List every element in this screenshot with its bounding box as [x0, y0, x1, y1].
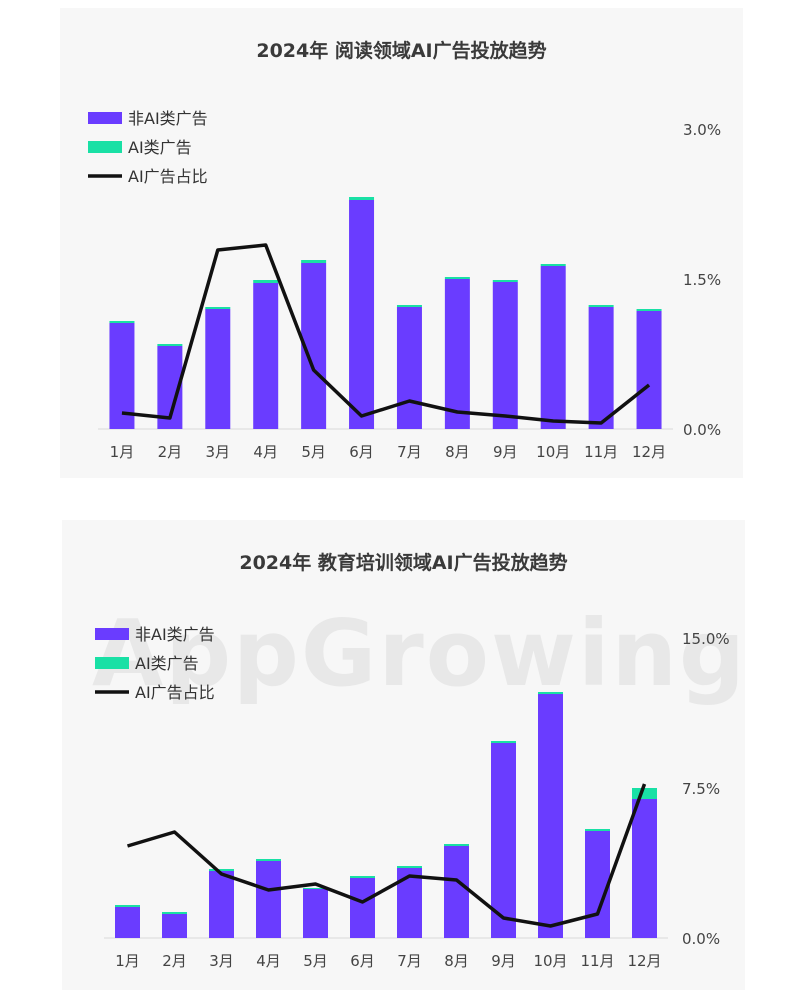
x-tick-label: 4月	[253, 443, 278, 461]
legend-swatch	[88, 112, 122, 124]
chart-panel-education: AppGrowing 2024年 教育培训领域AI广告投放趋势 0.0% 7.5%…	[62, 520, 745, 990]
bar-ai	[444, 844, 469, 846]
bar-non-ai	[444, 846, 469, 938]
legend-swatch	[95, 628, 129, 640]
x-tick-label: 12月	[627, 952, 661, 970]
bar-ai	[538, 692, 563, 694]
x-tick-label: 8月	[444, 952, 469, 970]
bar-non-ai	[491, 743, 516, 938]
bar-ai	[256, 859, 281, 861]
legend-label: AI广告占比	[135, 683, 215, 702]
x-tick-label: 7月	[397, 443, 422, 461]
bar-ai	[396, 305, 422, 307]
bar-ai	[162, 912, 187, 914]
y2-tick-label: 15.0%	[682, 630, 730, 648]
bar-ai	[253, 280, 279, 283]
bar-non-ai	[588, 307, 614, 429]
x-tick-label: 12月	[632, 443, 666, 461]
bar-ai	[491, 741, 516, 743]
bar-non-ai	[256, 861, 281, 938]
bar-non-ai	[540, 266, 566, 429]
bar-non-ai	[396, 307, 422, 429]
bar-ai	[540, 264, 566, 266]
bar-ai	[585, 829, 610, 831]
bar-ai	[636, 309, 662, 311]
bar-ai	[444, 277, 470, 279]
x-tick-label: 7月	[397, 952, 422, 970]
bar-ai	[349, 197, 375, 200]
x-tick-label: 8月	[445, 443, 470, 461]
x-tick-label: 5月	[301, 443, 326, 461]
series-line-ai-share	[121, 243, 651, 425]
bar-ai	[588, 305, 614, 307]
bar-non-ai	[350, 878, 375, 938]
bar-ai	[157, 344, 183, 346]
reading-chart: 0.0% 1.5% 3.0% 1月 2月 3月 4月 5月 6月 7月 8月 9月 10月 11月 12月 非…	[88, 109, 721, 461]
bar-non-ai	[253, 283, 279, 429]
bar-ai	[115, 905, 140, 907]
bar-non-ai	[349, 200, 375, 429]
x-tick-label: 4月	[256, 952, 281, 970]
chart-title: 2024年 教育培训领域AI广告投放趋势	[239, 552, 568, 574]
x-tick-label: 10月	[533, 952, 567, 970]
bar-ai	[109, 321, 135, 323]
bar-non-ai	[585, 831, 610, 938]
chart-title: 2024年 阅读领域AI广告投放趋势	[256, 40, 547, 62]
legend-label: 非AI类广告	[135, 625, 215, 644]
legend-swatch	[88, 141, 122, 153]
y2-tick-label: 0.0%	[682, 930, 720, 948]
legend-label: AI类广告	[128, 138, 192, 157]
x-tick-label: 11月	[584, 443, 618, 461]
bar-ai	[209, 869, 234, 871]
x-tick-label: 6月	[350, 952, 375, 970]
bar-ai	[205, 307, 231, 309]
bar-ai	[303, 888, 328, 889]
bar-non-ai	[492, 282, 518, 429]
legend-label: 非AI类广告	[128, 109, 208, 128]
education-chart: 0.0% 7.5% 15.0% 1月 2月 3月 4月 5月 6月 7月 8月 9月 10月 11月 12月…	[95, 625, 730, 970]
series-line-ai-share	[127, 783, 647, 928]
y2-tick-label: 7.5%	[682, 780, 720, 798]
bar-non-ai	[209, 871, 234, 938]
bar-non-ai	[636, 311, 662, 429]
watermark: AppGrowing	[92, 600, 747, 707]
bar-ai	[301, 260, 327, 263]
x-tick-label: 9月	[491, 952, 516, 970]
legend-label: AI广告占比	[128, 167, 208, 186]
bar-non-ai	[444, 279, 470, 429]
x-tick-label: 2月	[158, 443, 183, 461]
bar-ai	[632, 788, 657, 799]
legend-swatch	[95, 657, 129, 669]
x-tick-label: 5月	[303, 952, 328, 970]
x-tick-label: 6月	[349, 443, 374, 461]
chart-panel-reading: 2024年 阅读领域AI广告投放趋势 0.0% 1.5% 3.0% 1月 2月 3月 4月 5…	[60, 8, 743, 478]
bar-non-ai	[632, 799, 657, 938]
bar-non-ai	[162, 914, 187, 938]
y2-tick-label: 0.0%	[683, 421, 721, 439]
x-tick-label: 10月	[536, 443, 570, 461]
bar-non-ai	[115, 907, 140, 938]
x-tick-label: 3月	[209, 952, 234, 970]
y2-tick-label: 1.5%	[683, 271, 721, 289]
bar-non-ai	[303, 889, 328, 938]
bar-non-ai	[205, 309, 231, 429]
bar-non-ai	[538, 694, 563, 938]
bar-non-ai	[109, 323, 135, 429]
legend-label: AI类广告	[135, 654, 199, 673]
bar-ai	[397, 866, 422, 868]
bar-ai	[350, 876, 375, 878]
x-tick-label: 3月	[206, 443, 231, 461]
x-tick-label: 1月	[110, 443, 135, 461]
x-tick-label: 2月	[162, 952, 187, 970]
bar-ai	[492, 280, 518, 282]
x-tick-label: 1月	[115, 952, 140, 970]
x-tick-label: 11月	[580, 952, 614, 970]
y2-tick-label: 3.0%	[683, 121, 721, 139]
x-tick-label: 9月	[493, 443, 518, 461]
